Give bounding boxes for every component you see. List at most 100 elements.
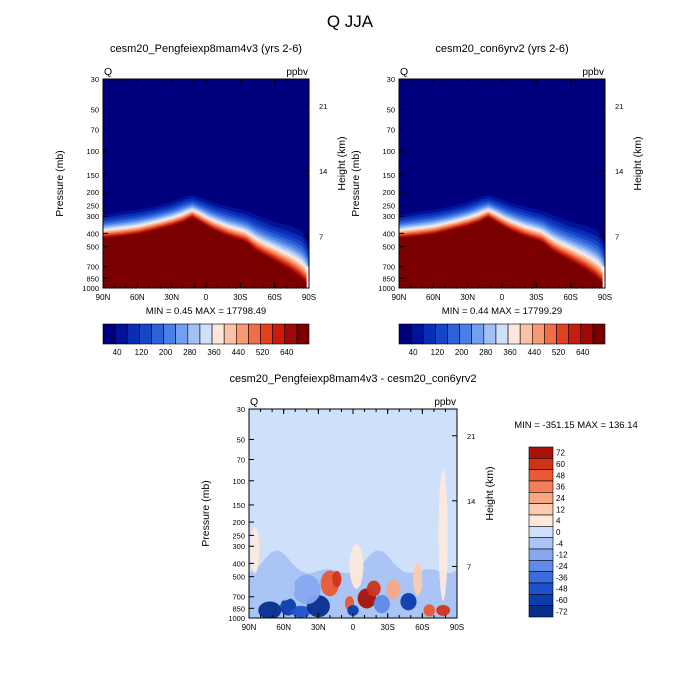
y-tick-label: 200 [382,188,395,197]
x-tick-label: 90S [450,623,464,632]
colorbar-label: 640 [576,348,590,357]
y-axis-label: Pressure (mb) [54,150,66,217]
y-tick-label: 500 [232,573,245,582]
colorbar: 72 60 48 36 24 12 4 0 -4 -12 -24 -36 -48 -60 -72 [528,446,568,618]
colorbar-box [528,605,554,618]
colorbar-box [398,323,412,345]
anomaly-blob-15 [413,562,423,596]
colorbar-label: 280 [479,348,493,357]
colorbar-label: 60 [556,460,565,469]
y-tick-label: 700 [382,263,395,272]
colorbar-box [483,323,497,345]
anomaly-blob-0 [258,601,282,618]
colorbar-box [211,323,225,345]
page-title: Q JJA [327,12,374,31]
colorbar-label: 24 [556,494,565,503]
colorbar-box [592,323,606,345]
y2-tick-label: 14 [615,167,623,176]
y-tick-label: 150 [232,501,245,510]
colorbar-box [528,571,554,584]
x-tick-label: 90N [96,293,111,302]
plot-area [103,79,309,288]
y2-tick-label: 7 [615,232,619,241]
y-tick-label: 400 [232,559,245,568]
colorbar-box [102,323,116,345]
colorbar-box [260,323,273,345]
y2-tick-label: 7 [319,232,323,241]
colorbar-box [139,323,152,345]
anomaly-blob-4 [292,574,321,605]
x-tick-label: 30N [460,293,475,302]
y-tick-label: 30 [91,75,99,84]
x-tick-label: 60N [276,623,291,632]
colorbar-box [528,560,554,572]
min-max-label: MIN = 0.44 MAX = 17799.29 [442,306,562,317]
x-tick-label: 60S [268,293,282,302]
y-tick-label: 150 [382,171,395,180]
terrain-mask [306,266,309,288]
y-tick-label: 300 [86,212,99,221]
x-tick-label: 60N [130,293,145,302]
colorbar-label: 48 [556,471,565,480]
y-tick-label: 400 [86,229,99,238]
anomaly-blob-14 [400,592,417,611]
colorbar-box [528,537,554,550]
y-tick-label: 150 [86,171,99,180]
colorbar-label: 120 [431,348,445,357]
y-tick-label: 100 [382,147,395,156]
contour-band-16 [399,217,605,288]
colorbar-box [531,323,545,345]
colorbar-box [272,323,286,345]
y-tick-label: 850 [382,274,395,283]
y-tick-label: 300 [232,542,245,551]
y-tick-label: 100 [232,477,245,486]
colorbar-box [199,323,213,345]
colorbar-box [528,582,554,595]
y2-tick-label: 7 [467,562,471,571]
colorbar-label: 40 [409,348,418,357]
colorbar-box [296,323,310,345]
x-tick-label: 30N [311,623,326,632]
colorbar-label: 360 [503,348,517,357]
plot-area [399,79,605,288]
x-tick-label: 0 [351,623,356,632]
y-tick-label: 700 [86,263,99,272]
colorbar-label: -4 [556,539,564,548]
x-tick-label: 60N [426,293,441,302]
x-tick-label: 90N [392,293,407,302]
x-tick-label: 90N [242,623,257,632]
y2-tick-label: 21 [615,102,623,111]
colorbar-box [175,323,189,345]
colorbar-box [284,323,298,345]
anomaly-blob-2 [291,605,311,618]
anomaly-blob-21 [250,526,260,574]
colorbar-label: 520 [552,348,566,357]
contour-band-16 [103,217,309,288]
y-tick-label: 30 [387,75,395,84]
colorbar-box [528,480,554,493]
y-tick-label: 400 [382,229,395,238]
panels: 90N 60N 30N 0 30S 60S 90S305070100150200250300… [54,43,644,632]
terrain-mask [602,266,605,288]
colorbar-box [223,323,237,345]
panel-title: cesm20_con6yrv2 (yrs 2-6) [435,43,568,55]
panel-title: cesm20_Pengfeiexp8mam4v3 (yrs 2-6) [110,43,302,55]
colorbar-label: 40 [113,348,122,357]
x-tick-label: 0 [500,293,505,302]
colorbar-label: 200 [159,348,173,357]
colorbar-box [187,323,201,345]
variable-label: Q [400,66,408,78]
colorbar-label: -24 [556,562,568,571]
colorbar-box [422,323,436,345]
colorbar-box [151,323,164,345]
y-tick-label: 200 [232,518,245,527]
anomaly-blob-18 [438,469,448,601]
x-tick-label: 30S [233,293,247,302]
colorbar-box [126,323,140,345]
colorbar-box [528,458,554,470]
y2-axis-label: Height (km) [336,136,348,190]
min-max-label: MIN = 0.45 MAX = 17798.49 [146,306,266,317]
y-tick-label: 700 [232,593,245,602]
colorbar-box [528,594,554,606]
